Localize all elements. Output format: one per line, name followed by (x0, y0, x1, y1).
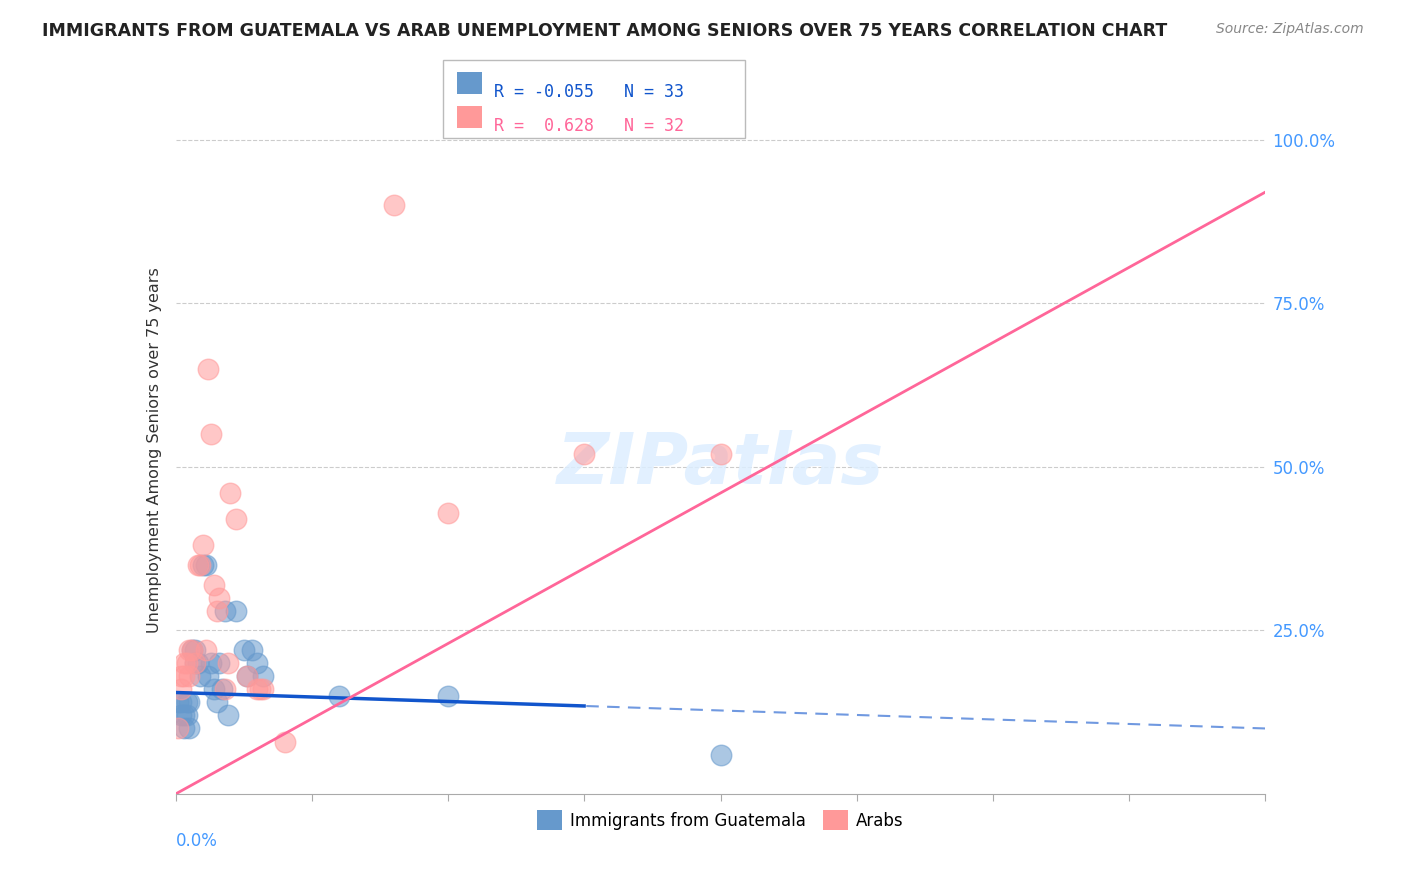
Text: IMMIGRANTS FROM GUATEMALA VS ARAB UNEMPLOYMENT AMONG SENIORS OVER 75 YEARS CORRE: IMMIGRANTS FROM GUATEMALA VS ARAB UNEMPL… (42, 22, 1167, 40)
Point (170, 669, 193, 683)
Point (225, 604, 247, 618)
Point (176, 656, 198, 670)
Point (214, 682, 236, 697)
Point (219, 486, 242, 500)
Point (208, 591, 231, 605)
Point (328, 689, 350, 703)
Point (202, 577, 225, 591)
Point (181, 643, 204, 657)
Point (235, 669, 257, 683)
Legend: Immigrants from Guatemala, Arabs: Immigrants from Guatemala, Arabs (530, 804, 911, 837)
Point (252, 682, 274, 697)
Point (274, 734, 297, 748)
Point (246, 682, 269, 697)
Point (181, 643, 204, 657)
Text: ZIPatlas: ZIPatlas (557, 430, 884, 499)
Point (437, 689, 460, 703)
Point (170, 695, 193, 709)
Point (184, 643, 207, 657)
Point (200, 656, 222, 670)
Point (184, 656, 207, 670)
Text: Source: ZipAtlas.com: Source: ZipAtlas.com (1216, 22, 1364, 37)
Point (194, 558, 217, 572)
Point (225, 512, 247, 526)
Point (173, 722, 195, 736)
Point (217, 708, 239, 723)
Point (179, 695, 201, 709)
Point (173, 656, 195, 670)
Point (191, 538, 214, 552)
Point (437, 506, 460, 520)
Point (205, 695, 228, 709)
Point (188, 669, 211, 683)
Point (176, 695, 198, 709)
Point (197, 669, 219, 683)
Text: R =  0.628   N = 32: R = 0.628 N = 32 (494, 117, 683, 135)
Point (249, 682, 271, 697)
Point (173, 669, 195, 683)
Point (205, 604, 228, 618)
Point (194, 643, 217, 657)
Point (208, 656, 231, 670)
Point (232, 643, 254, 657)
Point (179, 669, 201, 683)
Text: 0.0%: 0.0% (176, 831, 218, 850)
Point (382, 198, 405, 212)
Point (186, 656, 209, 670)
Point (235, 669, 257, 683)
Point (240, 643, 263, 657)
Text: R = -0.055   N = 33: R = -0.055 N = 33 (494, 83, 683, 101)
Point (217, 656, 239, 670)
Point (179, 643, 201, 657)
Point (214, 604, 236, 618)
Point (246, 656, 269, 670)
Point (574, 447, 596, 461)
Point (710, 447, 733, 461)
Point (173, 708, 195, 723)
Point (202, 682, 225, 697)
Point (179, 722, 201, 736)
Point (252, 669, 274, 683)
Point (186, 558, 209, 572)
Y-axis label: Unemployment Among Seniors over 75 years: Unemployment Among Seniors over 75 years (146, 268, 162, 633)
Point (211, 682, 233, 697)
Point (188, 558, 211, 572)
Point (197, 361, 219, 376)
Point (184, 656, 207, 670)
Point (167, 695, 190, 709)
Point (176, 708, 198, 723)
Point (170, 682, 193, 697)
Point (167, 722, 190, 736)
Point (170, 708, 193, 723)
Point (200, 427, 222, 442)
Point (191, 558, 214, 572)
Point (710, 747, 733, 762)
